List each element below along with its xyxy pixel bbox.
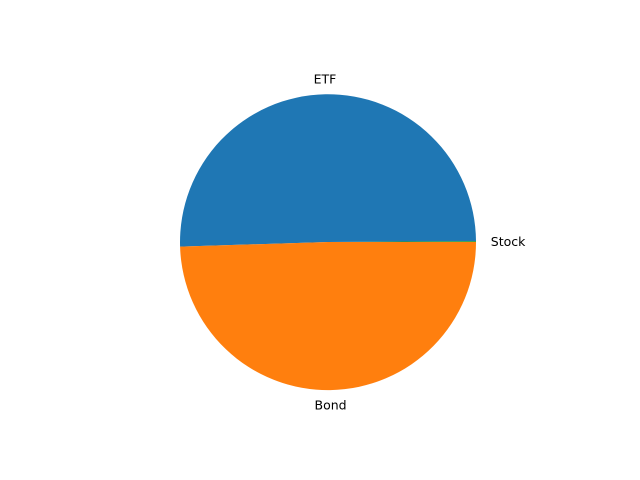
pie-slice-stock: [328, 241, 477, 242]
pie-label-etf: ETF: [314, 72, 337, 87]
pie-label-bond: Bond: [315, 397, 347, 412]
pie-slices: [180, 94, 477, 391]
pie-slice-etf: [180, 94, 476, 247]
pie-label-stock: Stock: [491, 234, 526, 249]
pie-slice-bond: [180, 242, 477, 391]
pie-labels: Stock ETF Bond: [314, 72, 527, 413]
